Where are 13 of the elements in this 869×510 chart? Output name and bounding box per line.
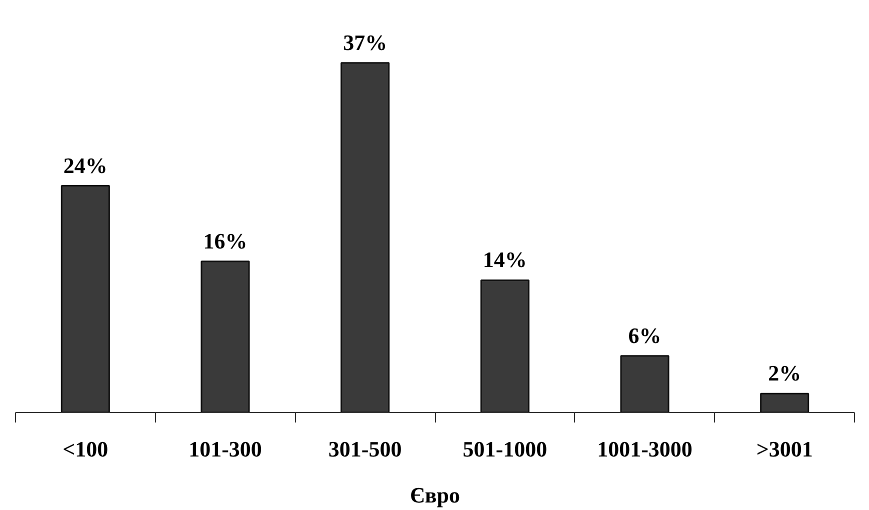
data-label: 37%	[343, 30, 388, 55]
x-tick-label: 501-1000	[462, 436, 548, 462]
x-axis-title: Євро	[410, 482, 460, 508]
x-tick-label: >3001	[756, 436, 813, 462]
data-label: 16%	[203, 228, 248, 254]
x-tick-label: 1001-3000	[597, 436, 692, 462]
data-label: 6%	[628, 322, 662, 348]
data-label: 2%	[768, 360, 802, 386]
x-tick-label: <100	[62, 436, 108, 462]
data-label: 24%	[63, 152, 108, 178]
data-label: 14%	[482, 247, 527, 272]
x-tick-label: 301-500	[328, 436, 402, 462]
x-tick-label: 101-300	[188, 436, 262, 462]
